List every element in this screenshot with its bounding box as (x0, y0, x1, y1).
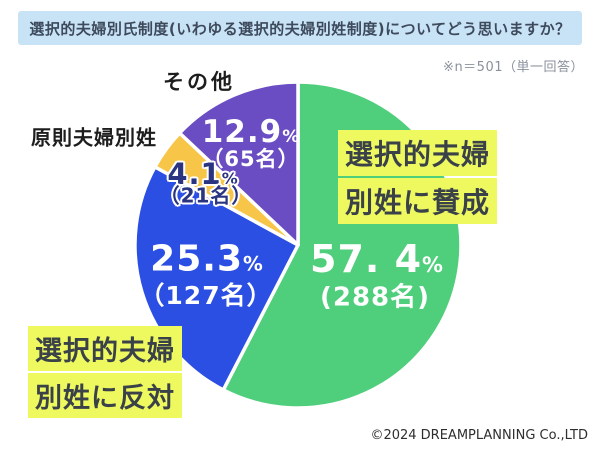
copyright: ©2024 DREAMPLANNING Co.,LTD (370, 428, 588, 443)
title-banner: 選択的夫婦別氏制度(いわゆる選択的夫婦別姓制度)についてどう思いますか？ (18, 11, 582, 45)
slice-count-oppose: （127名） (139, 281, 273, 310)
label-oppose-line2: 別姓に反対 (28, 373, 182, 418)
pie-slice-3 (177, 80, 300, 247)
label-principle: 原則夫婦別姓 (31, 125, 157, 150)
slice-count-agree: (288名) (319, 282, 431, 313)
label-other: その他 (163, 70, 235, 94)
label-agree-line2: 別姓に賛成 (338, 178, 498, 224)
slice-count-principle: （21名） (159, 183, 253, 208)
label-agree: 選択的夫婦 別姓に賛成 (338, 130, 498, 224)
page-title: 選択的夫婦別氏制度(いわゆる選択的夫婦別姓制度)についてどう思いますか？ (29, 19, 571, 38)
slice-percent-principle: 4.1% (167, 157, 239, 191)
label-agree-line1: 選択的夫婦 (338, 130, 498, 176)
slice-percent-other: 12.9% (201, 114, 301, 150)
sample-size-note: ※n＝501（単一回答） (443, 60, 584, 75)
label-oppose: 選択的夫婦 別姓に反対 (28, 326, 182, 418)
label-oppose-line1: 選択的夫婦 (28, 326, 182, 371)
slice-percent-oppose: 25.3% (150, 238, 264, 280)
slice-percent-agree: 57. 4% (310, 237, 444, 281)
slice-count-other: （65名） (202, 147, 300, 171)
